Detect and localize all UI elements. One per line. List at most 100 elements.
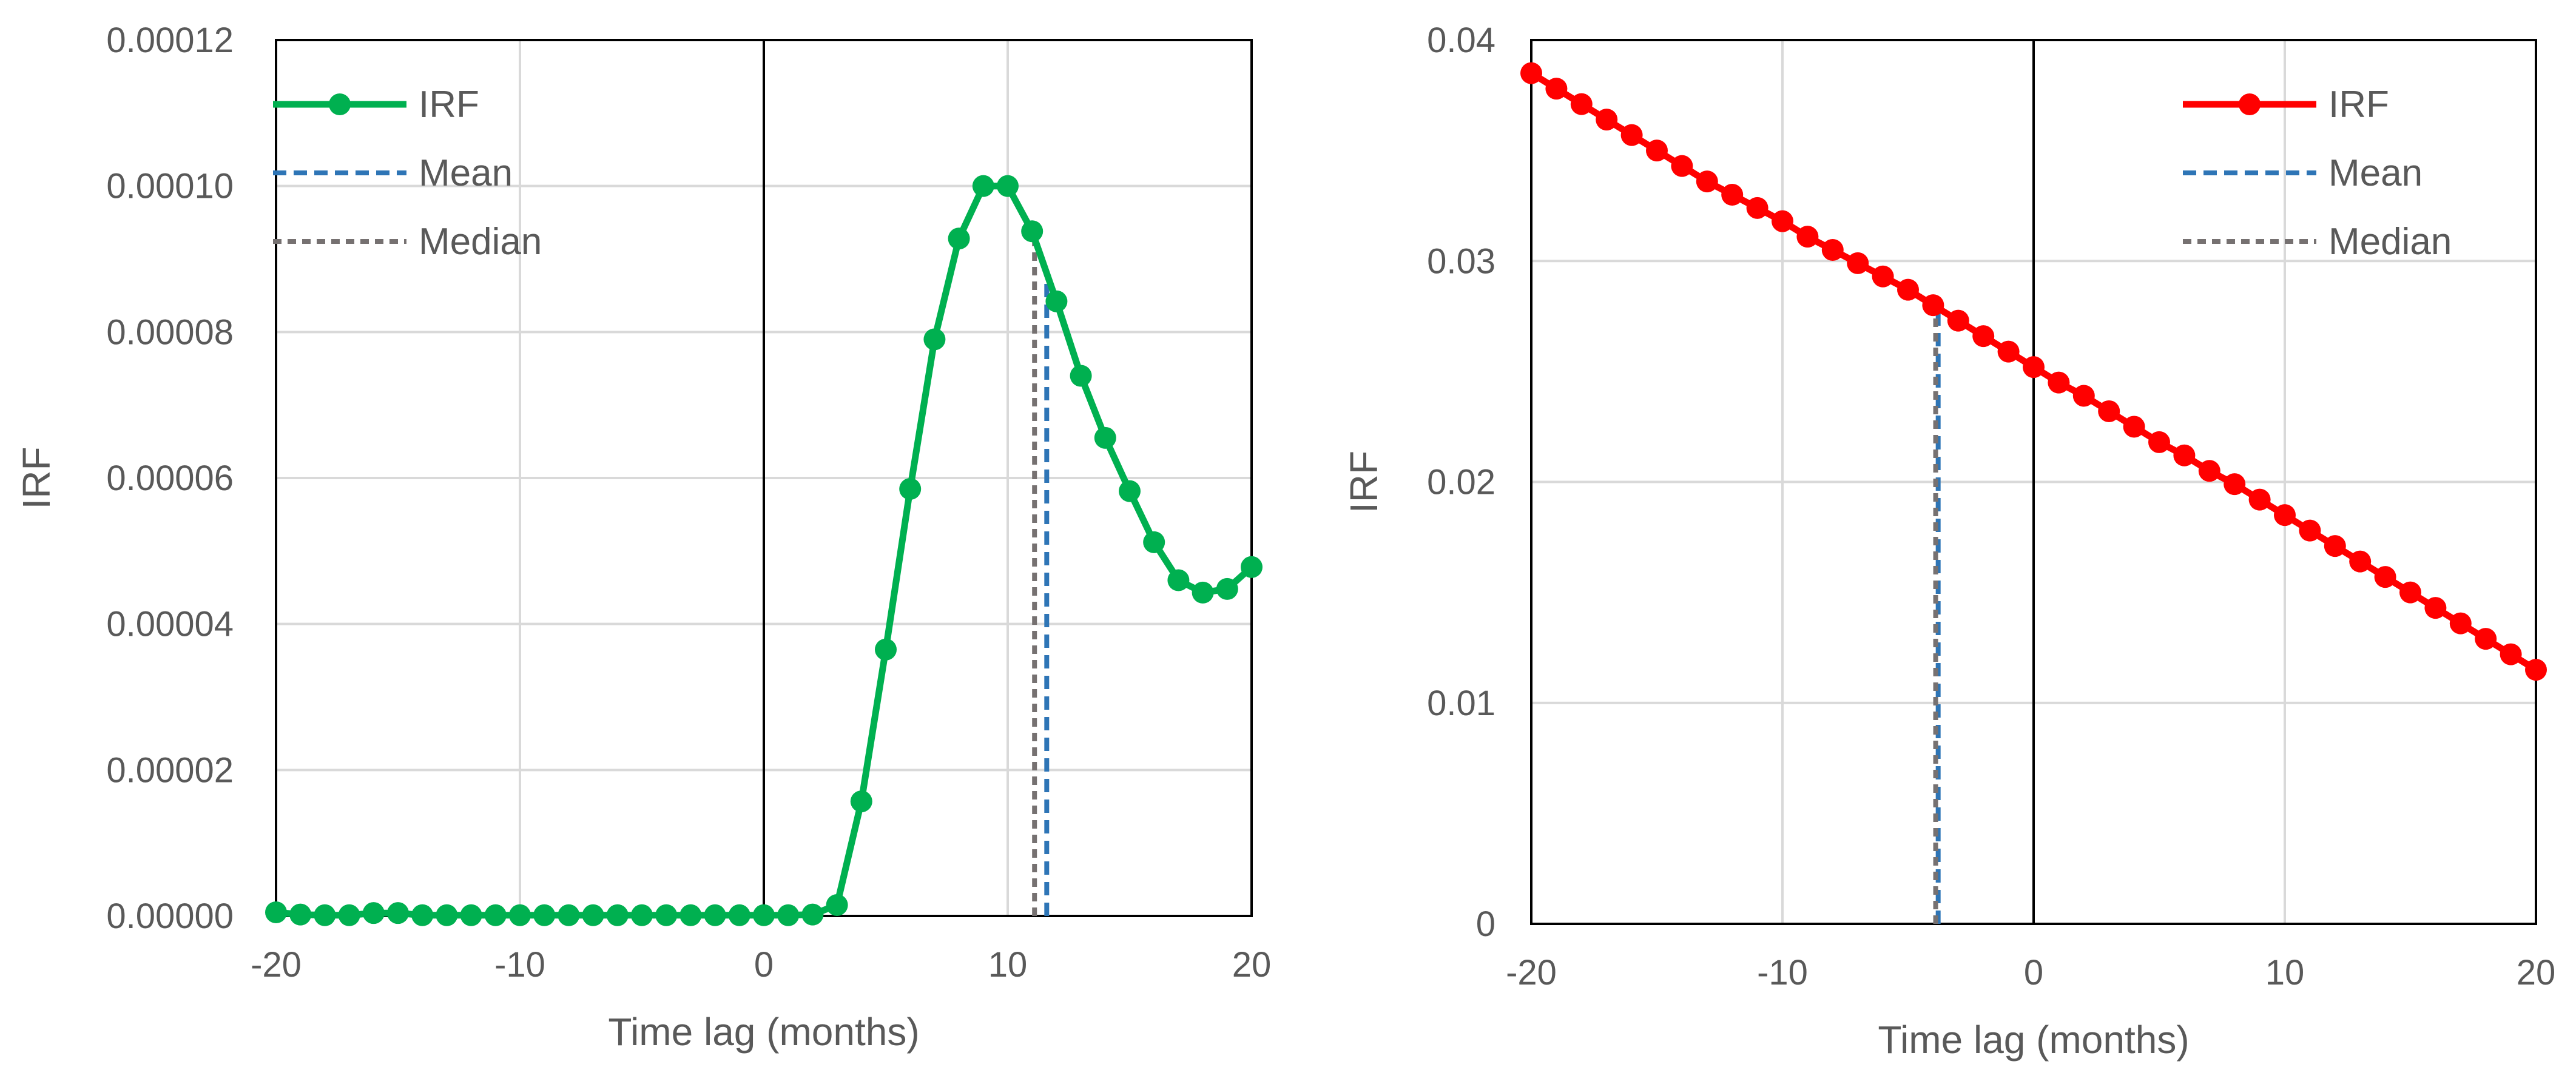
data-point (2525, 659, 2547, 681)
data-point (533, 904, 556, 926)
x-tick-label: 0 (754, 945, 774, 985)
x-tick-label: -10 (1757, 953, 1808, 992)
data-point (2173, 444, 2196, 466)
data-point (1821, 239, 1844, 261)
data-point (1045, 290, 1068, 312)
data-point (1216, 577, 1238, 600)
x-tick-label: -20 (251, 945, 302, 985)
y-tick-label: 0.00004 (106, 605, 234, 644)
data-point (1545, 78, 1568, 100)
data-point (2424, 597, 2447, 619)
data-point (1192, 581, 1214, 604)
data-point (2475, 628, 2497, 650)
data-point (387, 902, 409, 924)
data-point (826, 894, 848, 916)
x-tick-label: 20 (1232, 945, 1272, 985)
data-point (2374, 566, 2396, 588)
data-point (1070, 365, 1092, 387)
data-point (753, 904, 775, 926)
data-point (460, 904, 482, 926)
data-point (2399, 581, 2421, 604)
data-point (265, 901, 287, 923)
data-point (2048, 371, 2070, 394)
legend-marker-irf (2239, 93, 2261, 115)
data-point (2072, 385, 2095, 407)
y-tick-label: 0.00000 (106, 897, 234, 936)
x-tick-label: 0 (2024, 953, 2043, 992)
y-tick-label: 0.00012 (106, 21, 234, 60)
data-point (362, 902, 385, 924)
y-tick-label: 0.04 (1427, 21, 1495, 60)
data-point (1922, 294, 1944, 317)
x-tick-label: -20 (1506, 953, 1557, 992)
data-point (484, 904, 507, 926)
data-point (1772, 210, 1793, 232)
data-point (1847, 252, 1869, 274)
data-point (1671, 155, 1693, 177)
data-point (655, 904, 678, 926)
y-axis-title: IRF (15, 446, 58, 509)
data-point (2299, 519, 2321, 542)
data-point (289, 903, 312, 926)
legend-label-irf: IRF (2328, 84, 2389, 126)
data-point (2248, 488, 2271, 511)
data-point (899, 478, 922, 500)
data-point (1746, 197, 1768, 219)
data-point (1721, 183, 1744, 206)
data-point (1520, 62, 1542, 84)
x-tick-label: -10 (494, 945, 545, 985)
legend-label-mean: Mean (2328, 152, 2423, 194)
chart-left-svg: 0.00000 0.00002 0.00004 0.00006 0.00008 0.000… (15, 21, 1272, 1054)
data-point (997, 175, 1019, 197)
data-point (1897, 278, 1919, 301)
data-point (1872, 265, 1894, 288)
data-point (582, 904, 604, 926)
data-point (2198, 460, 2220, 482)
data-point (2500, 643, 2522, 665)
data-point (875, 638, 897, 661)
data-point (1570, 93, 1593, 115)
data-point (338, 904, 360, 926)
data-point (777, 904, 800, 926)
data-point (1119, 480, 1141, 502)
legend-label-median: Median (419, 221, 542, 263)
data-point (1167, 569, 1190, 591)
data-point (2449, 612, 2472, 635)
y-tick-label: 0.00008 (106, 312, 234, 352)
y-tick-label: 0 (1476, 904, 1495, 944)
y-tick-label: 0.02 (1427, 463, 1495, 502)
y-tick-label: 0.00006 (106, 459, 234, 498)
data-point (1997, 340, 2020, 363)
y-tick-label: 0.01 (1427, 684, 1495, 723)
data-point (436, 904, 458, 926)
data-point (2324, 535, 2346, 557)
x-tick-label: 10 (988, 945, 1028, 985)
data-point (558, 904, 580, 926)
y-tick-label: 0.03 (1427, 241, 1495, 281)
x-axis-title: Time lag (months) (608, 1010, 919, 1054)
y-tick-label: 0.00010 (106, 167, 234, 206)
data-point (509, 904, 531, 926)
chart-right: 0 0.01 0.02 0.03 0.04 -20 -10 0 10 20 Time lag (mo… (1323, 0, 2576, 1084)
y-tick-label: 0.00002 (106, 750, 234, 790)
x-axis-title: Time lag (months) (1878, 1018, 2189, 1062)
data-point (2274, 504, 2296, 527)
x-tick-label: 20 (2517, 953, 2556, 992)
data-point (1796, 226, 1819, 248)
data-point (2123, 416, 2145, 438)
data-point (923, 328, 946, 351)
chart-left: 0.00000 0.00002 0.00004 0.00006 0.00008 0.000… (15, 21, 1272, 1054)
legend-label-irf: IRF (419, 84, 479, 126)
legend-label-mean: Mean (419, 152, 513, 194)
data-point (1696, 170, 1718, 193)
data-point (2148, 431, 2170, 453)
data-point (1646, 140, 1668, 162)
data-point (1094, 426, 1116, 449)
x-tick-label: 10 (2265, 953, 2305, 992)
data-point (606, 904, 629, 926)
data-point (1241, 556, 1263, 578)
data-point (728, 904, 750, 926)
data-point (1021, 220, 1044, 243)
data-point (1972, 325, 1995, 348)
chart-right-svg: 0 0.01 0.02 0.03 0.04 -20 -10 0 10 20 Time lag (mo… (1342, 21, 2556, 1062)
